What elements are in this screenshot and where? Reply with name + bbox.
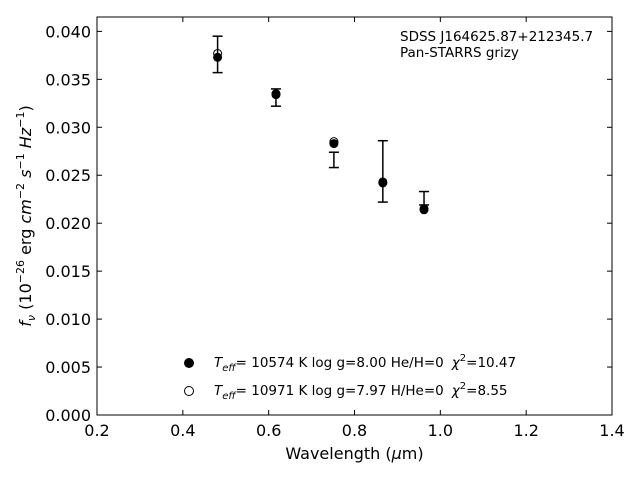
legend-marker-filled <box>184 358 194 368</box>
point-open <box>419 204 429 214</box>
y-tick-label: 0.030 <box>45 118 91 137</box>
y-axis-label: fν (10−26 erg cm−2 s−1 Hz−1) <box>14 105 38 326</box>
y-tick-label: 0.020 <box>45 214 91 233</box>
point-open <box>378 177 388 187</box>
y-tick-label: 0.025 <box>45 166 91 185</box>
x-tick-label: 1.2 <box>513 421 538 440</box>
legend-marker-open <box>184 386 194 396</box>
y-tick-label: 0.010 <box>45 310 91 329</box>
y-tick-label: 0.040 <box>45 22 91 41</box>
y-tick-label: 0.005 <box>45 358 91 377</box>
legend-entry-filled: Teff= 10574 K log g=8.00 He/H=0 χ2=10.47 <box>214 353 516 374</box>
x-tick-label: 1.0 <box>428 421 453 440</box>
y-tick-label: 0.015 <box>45 262 91 281</box>
axis-ticks: 0.2 0.4 0.6 0.8 1.0 1.2 1.4 0.000 0.005 0.010 0.01… <box>45 17 625 440</box>
point-open <box>213 48 223 58</box>
annotation-line-1: SDSS J164625.87+212345.7 <box>400 29 593 45</box>
point-filled <box>329 139 339 149</box>
legend-entry-open: Teff= 10971 K log g=7.97 H/He=0 χ2=8.55 <box>214 381 508 402</box>
x-tick-label: 0.4 <box>170 421 195 440</box>
point-open <box>271 89 281 99</box>
x-tick-label: 0.6 <box>256 421 281 440</box>
legend: Teff= 10574 K log g=8.00 He/H=0 χ2=10.47 … <box>184 353 516 402</box>
observed-errorbars <box>212 35 430 206</box>
x-axis-label: Wavelength (μm) <box>285 444 423 463</box>
x-tick-label: 0.8 <box>342 421 367 440</box>
x-tick-label: 1.4 <box>599 421 624 440</box>
annotation-line-2: Pan-STARRS grizy <box>400 45 519 61</box>
model-points <box>213 48 429 215</box>
y-tick-label: 0.035 <box>45 70 91 89</box>
x-tick-label: 0.2 <box>84 421 109 440</box>
point-open <box>329 137 339 147</box>
y-tick-label: 0.000 <box>45 406 91 425</box>
